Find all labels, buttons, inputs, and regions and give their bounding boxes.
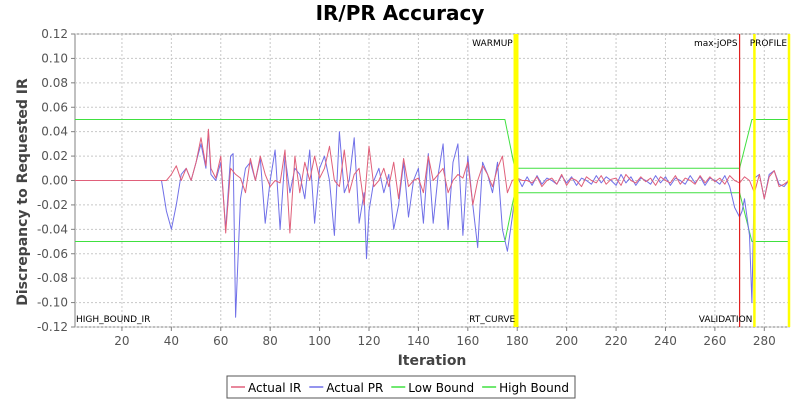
y-tick-label: 0.10 [41,51,68,65]
legend-entry: Low Bound [408,381,474,395]
legend-entry: Actual IR [248,381,301,395]
y-tick-label: 0.12 [41,27,68,41]
y-tick-label: -0.12 [37,320,68,334]
y-tick-label: 0.00 [41,174,68,188]
y-tick-label: -0.02 [37,198,68,212]
x-axis-ticks: 20 40 60 80 100 120 140 160 180 200 220 240 260 280 [114,327,776,348]
marker-label: VALIDATION [699,315,753,325]
y-tick-label: -0.08 [37,271,68,285]
legend-entry: Actual PR [326,381,383,395]
series-line-low-bound [75,192,789,242]
x-tick-label: 20 [114,334,129,348]
marker-label: HIGH_BOUND_IR [76,315,150,325]
x-tick-label: 140 [407,334,430,348]
legend-entry: High Bound [499,381,569,395]
series-layer [75,119,790,318]
x-tick-label: 120 [358,334,381,348]
chart-title: IR/PR Accuracy [316,1,485,25]
series-line-high-bound [75,119,789,169]
x-tick-label: 180 [506,334,529,348]
x-axis-label: Iteration [398,353,467,369]
x-tick-label: 260 [703,334,726,348]
y-tick-label: 0.02 [41,149,68,163]
marker-layer: WARMUP RT_CURVE max-jOPS VALIDATION PROFILE H… [76,34,791,327]
x-tick-label: 220 [605,334,628,348]
marker-label: max-jOPS [694,39,738,49]
y-tick-label: 0.04 [41,125,68,139]
series-line-actual-ir [75,128,790,234]
x-tick-label: 80 [263,334,278,348]
x-tick-label: 280 [753,334,776,348]
x-tick-label: 60 [213,334,228,348]
y-tick-label: -0.06 [37,247,68,261]
y-axis-label: Discrepancy to Requested IR [15,78,31,306]
marker-label: RT_CURVE [469,315,515,325]
x-tick-label: 100 [308,334,331,348]
x-tick-label: 200 [555,334,578,348]
marker-label: PROFILE [750,39,788,49]
x-tick-label: 240 [654,334,677,348]
y-tick-label: 0.08 [41,76,68,90]
legend: Actual IR Actual PR Low Bound High Bound [226,375,576,399]
marker-label: WARMUP [472,39,513,49]
y-tick-label: 0.06 [41,100,68,114]
x-tick-label: 160 [456,334,479,348]
y-tick-label: -0.04 [37,222,68,236]
y-axis-ticks: -0.12 -0.10 -0.08 -0.06 -0.04 -0.02 0.00 0.02 0.… [37,27,75,334]
y-tick-label: -0.10 [37,296,68,310]
x-tick-label: 40 [164,334,179,348]
